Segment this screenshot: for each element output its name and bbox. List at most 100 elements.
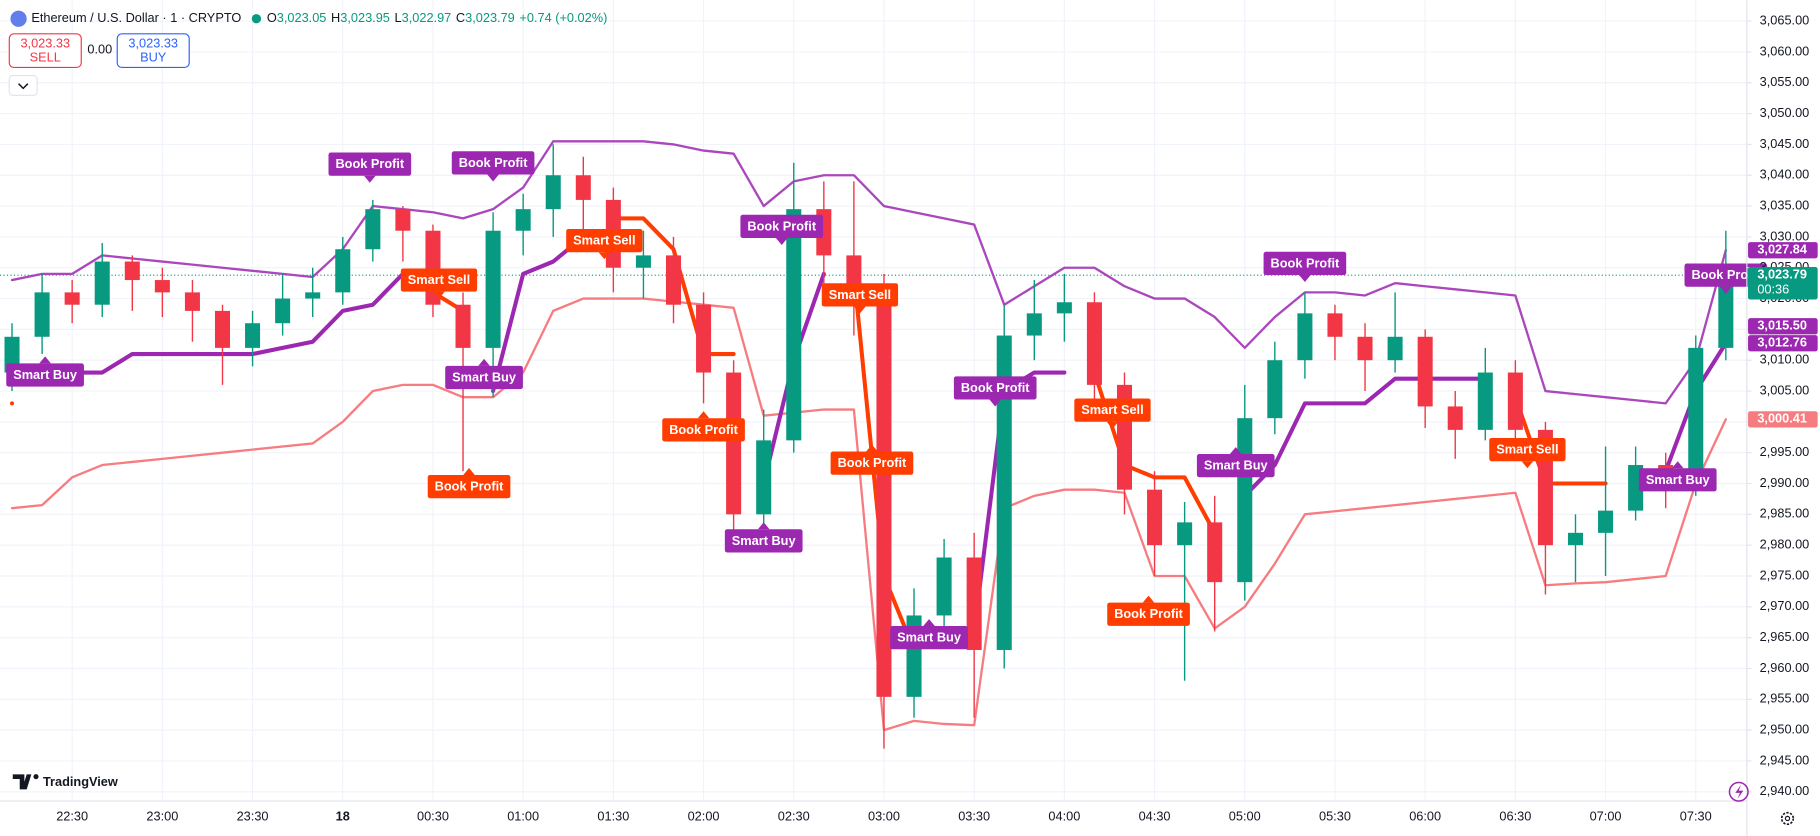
price-tag: [1748, 242, 1818, 259]
signal-pointer: [866, 444, 878, 452]
settings-icon[interactable]: [1780, 811, 1795, 826]
signal-pointer: [697, 411, 710, 419]
ohlc-key: C: [456, 10, 465, 25]
candle-body: [756, 440, 772, 515]
signal-text: Book Profit: [435, 479, 504, 494]
signal-label: Smart Buy: [890, 619, 968, 650]
signal-box: [445, 365, 523, 390]
price-tag-label: 3,012.76: [1757, 335, 1807, 350]
price-tag-label: 3,015.50: [1757, 318, 1807, 333]
candle-body: [966, 557, 982, 650]
sell-button[interactable]: 3,023.33 SELL: [8, 33, 82, 69]
signal-text: Book Profit: [1271, 255, 1340, 270]
ohlc-key: L: [395, 10, 402, 25]
y-tick-label: 2,970.00: [1760, 598, 1810, 613]
x-tick-label: 06:30: [1499, 809, 1531, 824]
candle-body: [635, 255, 651, 268]
candle-body: [1477, 372, 1493, 430]
candle-body: [1567, 532, 1584, 546]
signal-text: Book Profit: [669, 422, 738, 437]
y-tick-label: 2,985.00: [1760, 506, 1810, 521]
candle-body: [184, 292, 200, 311]
y-tick-label: 3,005.00: [1760, 382, 1810, 397]
candle-body: [214, 310, 231, 348]
signal-box: [328, 152, 412, 176]
signal-text: Smart Buy: [1204, 458, 1269, 473]
candle-body: [665, 255, 682, 305]
change: +0.74 (+0.02%): [519, 10, 607, 25]
signal-pointer: [433, 291, 445, 299]
candle-body: [395, 209, 411, 231]
alert-circle[interactable]: [1728, 781, 1749, 802]
x-tick-label: 23:00: [146, 809, 178, 824]
buy-label[interactable]: BUY: [140, 50, 167, 65]
candle-body: [1327, 313, 1343, 337]
price-tag-label: 3,023.79: [1757, 267, 1807, 282]
buy-box[interactable]: [116, 33, 190, 69]
candle-body: [1056, 302, 1072, 314]
sell-label[interactable]: SELL: [30, 50, 61, 65]
signal-pointer: [1720, 286, 1732, 294]
signal-label: Smart Buy: [445, 358, 523, 390]
candle-body: [64, 292, 80, 305]
signal-label: Smart Buy: [1638, 461, 1717, 492]
candle-body: [1688, 347, 1704, 490]
ohlc-value: 3,023.95: [340, 10, 390, 25]
signal-text: Smart Buy: [897, 630, 962, 645]
x-tick-label: 05:00: [1229, 809, 1261, 824]
logo-dot: [33, 774, 39, 780]
signal-pointer: [598, 252, 611, 260]
candle-body: [545, 175, 561, 210]
signal-pointer: [1106, 421, 1119, 429]
signal-label: Smart Buy: [1196, 447, 1275, 478]
signal-box: [830, 451, 914, 475]
signal-label: Smart Sell: [566, 228, 643, 260]
countdown: 00:36: [1757, 282, 1789, 297]
x-tick-label: 03:30: [958, 809, 990, 824]
gear-hub[interactable]: [1784, 815, 1791, 822]
signal-box: [821, 283, 899, 307]
candle-body: [1357, 336, 1373, 361]
signal-label: Book Profit: [1107, 595, 1190, 626]
signal-text: Book Profit: [747, 218, 816, 233]
x-tick-label: 23:30: [237, 809, 269, 824]
chevron[interactable]: [18, 83, 29, 90]
logo-mark: [12, 774, 32, 790]
signal-pointer: [39, 356, 51, 364]
candle-body: [34, 292, 50, 337]
candle-body: [996, 335, 1012, 650]
sell-price[interactable]: 3,023.33: [20, 36, 70, 51]
y-tick-label: 2,975.00: [1760, 567, 1810, 582]
buy-price[interactable]: 3,023.33: [128, 36, 178, 51]
y-tick-label: 3,035.00: [1760, 197, 1810, 212]
candle-body: [455, 304, 471, 348]
candle-body: [94, 261, 110, 305]
symbol[interactable]: Ethereum / U.S. Dollar · 1 · CRYPTO: [31, 10, 241, 25]
signal-pointer: [1521, 461, 1534, 469]
candle-body: [335, 249, 351, 293]
signal-pointer: [1229, 447, 1242, 455]
alert-icon[interactable]: [1728, 781, 1749, 802]
y-tick-label: 2,945.00: [1760, 752, 1810, 767]
signal-pointer: [854, 306, 866, 314]
buy-button[interactable]: 3,023.33 BUY: [116, 33, 190, 69]
alert-bolt[interactable]: [1735, 784, 1744, 799]
candle-body: [1598, 510, 1614, 533]
plot: Smart Buy Book Profit Smart Sell Book Profi…: [4, 140, 1768, 749]
signal-box: [1196, 454, 1275, 478]
signal-label: Smart Sell: [400, 268, 478, 299]
signal-box: [1107, 602, 1190, 626]
candle-body: [1387, 336, 1403, 361]
signal-label: Book Profit: [830, 444, 914, 475]
indicator-line: [1242, 376, 1488, 498]
gear[interactable]: [1780, 811, 1795, 826]
candle-body: [786, 209, 802, 441]
signal-box: [724, 529, 803, 553]
y-tick-label: 3,055.00: [1760, 74, 1810, 89]
signal-label: Book Profit: [740, 214, 824, 245]
collapse-button[interactable]: [8, 75, 38, 96]
sell-box[interactable]: [8, 33, 82, 69]
signal-pointer: [775, 238, 788, 245]
collapse-box[interactable]: [8, 75, 38, 96]
signal-text: Smart Sell: [1496, 442, 1558, 457]
